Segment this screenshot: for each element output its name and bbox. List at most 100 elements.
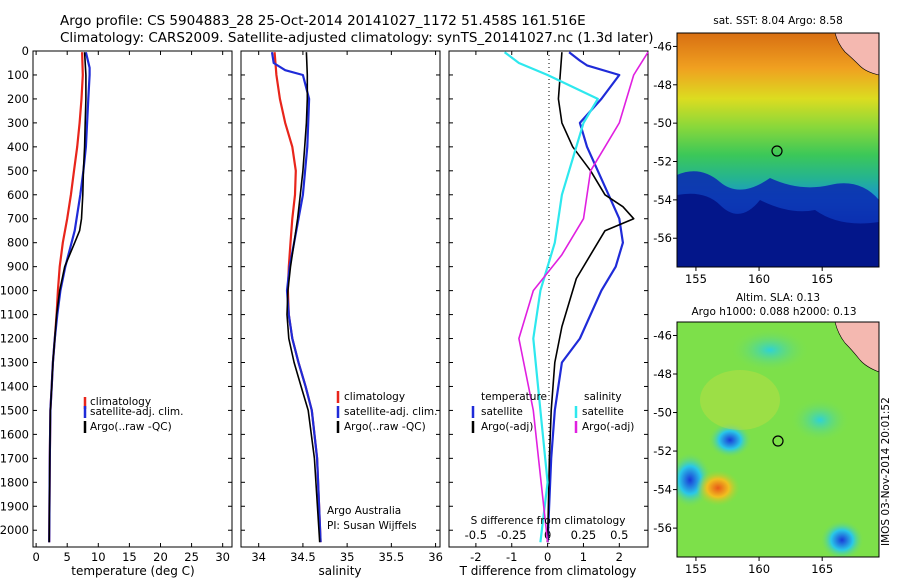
difference-lines [503,51,649,543]
x-tick-label: 36 [428,550,443,564]
sla-low-anomaly [708,422,752,458]
sla-map-axes: -46 -48 -50 -52 -54 -56 155 160 165 [653,328,833,576]
figure-title-line1: Argo profile: CS 5904883_28 25-Oct-2014 … [60,13,586,29]
sla-low-anomaly [820,520,864,557]
sst-coldest-water [677,193,879,267]
x-tick-label: 0 [32,550,39,564]
temperature-legend: climatology satellite-adj. clim. Argo(..… [83,396,183,433]
depth-tick-label: 800 [7,236,29,250]
difference-panel: -2 -1 0 1 2-0.5 -0.25 0 0.25 0.5 temperature sal… [448,50,649,578]
lat-tick-label: -56 [653,521,672,535]
legend-label-sal-argo: Argo(-adj) [582,421,634,433]
legend-label-sal-satellite: satellite [582,406,624,418]
sla-map-frame [676,321,880,558]
s-tick-label: -0.5 [465,528,487,542]
salinity-axes-box [240,50,441,548]
x-tick-label: 34 [251,550,266,564]
x-tick-label: 34.5 [290,550,316,564]
lon-tick-label: 165 [811,562,833,576]
x-tick-label: 15 [122,550,137,564]
lat-tick-label: -52 [653,444,672,458]
attribution-line2: PI: Susan Wijffels [327,520,417,532]
x-tick-label: 35 [340,550,355,564]
salinity-x-label: salinity [318,564,361,578]
temperature-x-label: temperature (deg C) [71,564,194,578]
salinity-y-ticks [241,50,440,531]
x-tick-label: 10 [91,550,106,564]
x-tick-label: 20 [153,550,168,564]
legend-label-climatology: climatology [344,391,405,403]
salinity-legend: climatology satellite-adj. clim. Argo(..… [336,391,437,433]
s-tick-label: 0.25 [571,528,597,542]
lat-tick-label: -52 [653,155,672,169]
lat-tick-label: -54 [653,483,672,497]
legend-label-argo: Argo(..raw -QC) [344,421,426,433]
float-position-marker [771,145,783,157]
depth-tick-label: 1900 [0,499,29,513]
lon-tick-label: 160 [748,272,770,286]
series-line-argo-adj [546,52,635,543]
depth-tick-label: 300 [7,116,29,130]
legend-title-temperature: temperature [481,391,547,403]
depth-tick-label: 2000 [0,523,29,537]
legend-label-argo: Argo(..raw -QC) [90,421,172,433]
x-tick-label: -1 [506,550,517,564]
salinity-x-axis: 34 34.5 35 35.5 36 [251,51,443,564]
sla-map: Altim. SLA: 0.13 Argo h1000: 0.088 h2000… [653,292,880,576]
depth-tick-label: 1000 [0,284,29,298]
depth-tick-label: 100 [7,68,29,82]
x-tick-label: 30 [215,550,230,564]
sla-map-title-line1: Altim. SLA: 0.13 [736,292,820,304]
land-new-zealand [834,322,879,373]
s-tick-label: 0.5 [610,528,628,542]
sla-positive-band [700,370,780,430]
depth-axis: 0 100 200 300 400 500 600 700 800 900 1000 1100 1200… [0,44,232,537]
lon-tick-label: 155 [685,562,707,576]
temperature-axes-box [32,50,233,548]
lat-tick-label: -50 [653,406,672,420]
sst-map-axes: -46 -48 -50 -52 -54 -56 155 160 165 [653,39,833,286]
figure-title-line2: Climatology: CARS2009. Satellite-adjuste… [60,30,653,46]
lat-tick-label: -50 [653,116,672,130]
series-line-argo-raw-qc [48,52,87,543]
temperature-panel: 0100200300400500600700800900100011001200… [0,44,233,578]
depth-tick-label: 1100 [0,308,29,322]
difference-x-axis: -2 -1 0 1 2-0.5 -0.25 0 0.25 0.5 [465,51,628,564]
salinity-panel: 34 34.5 35 35.5 36 climatology satellite-adj… [240,50,443,578]
legend-label-temp-argo: Argo(-adj) [481,421,533,433]
sst-map: sat. SST: 8.04 Argo: 8.58 -46 -48 -50 -52 -5… [653,15,880,286]
sst-map-frame [676,32,880,268]
lat-tick-label: -48 [653,367,672,381]
lat-tick-label: -46 [653,328,672,342]
land-new-zealand [834,33,879,76]
timestamp-stamp: IMOS 03-Nov-2014 20:01:52 [880,397,892,546]
depth-tick-label: 1600 [0,427,29,441]
sst-map-title: sat. SST: 8.04 Argo: 8.58 [713,15,843,27]
legend-label-satellite: satellite-adj. clim. [344,406,437,418]
attribution-line1: Argo Australia [327,505,401,517]
temperature-x-axis: 0 5 10 15 20 25 30 [32,51,230,564]
x-tick-label: 25 [184,550,199,564]
legend-label-climatology: climatology [90,396,151,408]
series-line-satellite [503,51,599,543]
x-tick-label: 1 [580,550,587,564]
depth-tick-label: 1500 [0,403,29,417]
depth-tick-label: 1300 [0,355,29,369]
salinity-lines [270,52,322,543]
lat-tick-label: -54 [653,193,672,207]
x-tick-label: -2 [470,550,481,564]
lat-tick-label: -46 [653,39,672,53]
sla-high-anomaly [696,470,740,506]
x-tick-label: 2 [616,550,623,564]
x-tick-label: 35.5 [379,550,405,564]
lat-tick-label: -56 [653,231,672,245]
s-tick-label: -0.25 [497,528,527,542]
sla-moderate-anomaly [790,398,850,442]
depth-tick-label: 400 [7,140,29,154]
float-position-marker [772,435,784,447]
depth-tick-label: 0 [22,44,29,58]
legend-label-satellite: satellite-adj. clim. [90,406,183,418]
depth-tick-label: 1400 [0,379,29,393]
difference-legend: temperature salinity satellite Argo(-adj… [471,391,634,433]
